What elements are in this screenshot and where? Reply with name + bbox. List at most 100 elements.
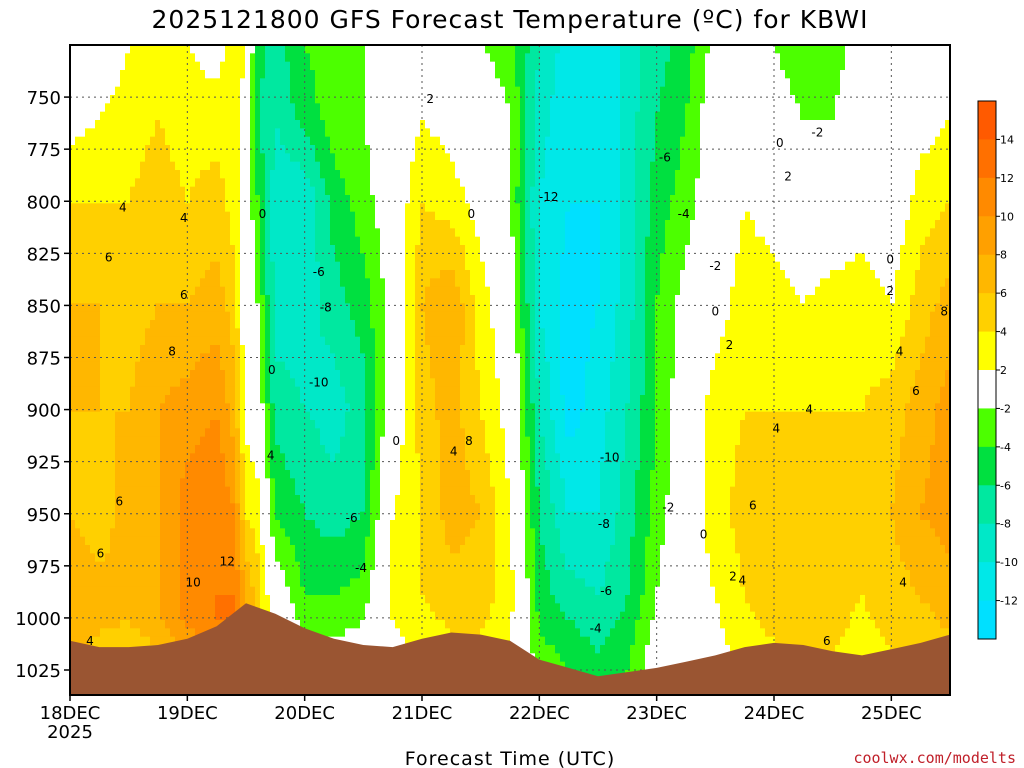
temperature-cell [105, 95, 111, 104]
temperature-cell [325, 428, 331, 438]
temperature-cell [145, 278, 151, 288]
temperature-cell [95, 195, 101, 204]
temperature-cell [175, 503, 181, 513]
temperature-cell [125, 611, 131, 621]
temperature-cell [285, 578, 291, 588]
temperature-cell [75, 95, 81, 104]
temperature-cell [265, 453, 271, 463]
temperature-cell [340, 586, 346, 596]
temperature-cell [100, 45, 106, 54]
temperature-cell [150, 470, 156, 479]
temperature-cell [180, 478, 186, 488]
temperature-cell [160, 561, 166, 571]
temperature-cell [330, 428, 336, 438]
temperature-cell [140, 120, 146, 129]
temperature-cell [360, 103, 366, 113]
temperature-cell [275, 411, 281, 421]
temperature-cell [115, 136, 121, 146]
temperature-cell [345, 261, 351, 271]
temperature-cell [300, 570, 306, 579]
temperature-cell [120, 45, 126, 54]
temperature-cell [185, 128, 191, 138]
temperature-cell [305, 403, 311, 413]
temperature-cell [125, 78, 131, 88]
temperature-cell [245, 545, 251, 554]
temperature-cell [330, 445, 336, 454]
temperature-cell [270, 136, 276, 146]
temperature-cell [215, 311, 221, 321]
temperature-cell [330, 161, 336, 171]
temperature-cell [375, 478, 381, 488]
temperature-cell [240, 411, 246, 421]
temperature-cell [300, 478, 306, 488]
temperature-cell [70, 253, 76, 263]
temperature-cell [90, 145, 96, 154]
temperature-cell [330, 511, 336, 521]
temperature-cell [270, 420, 276, 429]
temperature-cell [75, 378, 81, 388]
temperature-cell [90, 186, 96, 196]
temperature-cell [90, 528, 96, 538]
temperature-cell [270, 328, 276, 338]
temperature-cell [300, 461, 306, 471]
temperature-cell [135, 495, 141, 504]
temperature-cell [370, 595, 376, 604]
temperature-cell [215, 70, 221, 79]
temperature-cell [70, 228, 76, 238]
temperature-cell [335, 120, 341, 129]
temperature-cell [170, 261, 176, 271]
temperature-cell [355, 345, 361, 354]
temperature-cell [365, 511, 371, 521]
temperature-cell [205, 511, 211, 521]
temperature-cell [355, 328, 361, 338]
temperature-cell [240, 353, 246, 363]
temperature-cell [80, 453, 86, 463]
temperature-cell [100, 628, 106, 638]
temperature-cell [110, 61, 116, 71]
temperature-cell [90, 128, 96, 138]
temperature-cell [240, 228, 246, 238]
temperature-cell [275, 261, 281, 271]
temperature-cell [180, 520, 186, 529]
temperature-cell [200, 261, 206, 271]
temperature-cell [110, 228, 116, 238]
temperature-cell [150, 328, 156, 338]
temperature-cell [195, 170, 201, 179]
temperature-cell [235, 520, 241, 529]
temperature-cell [190, 186, 196, 196]
temperature-cell [230, 478, 236, 488]
temperature-cell [280, 453, 286, 463]
temperature-cell [215, 461, 221, 471]
temperature-cell [100, 120, 106, 129]
temperature-cell [200, 270, 206, 279]
temperature-cell [330, 411, 336, 421]
temperature-cell [375, 53, 381, 63]
temperature-cell [265, 145, 271, 154]
temperature-cell [360, 636, 366, 646]
temperature-cell [230, 170, 236, 179]
temperature-cell [340, 603, 346, 613]
temperature-cell [155, 495, 161, 504]
temperature-cell [240, 286, 246, 296]
temperature-cell [305, 128, 311, 138]
temperature-cell [365, 595, 371, 604]
temperature-cell [280, 45, 286, 54]
temperature-cell [300, 486, 306, 496]
temperature-cell [255, 278, 261, 288]
temperature-cell [125, 528, 131, 538]
temperature-cell [325, 161, 331, 171]
temperature-cell [340, 536, 346, 546]
temperature-cell [195, 361, 201, 371]
temperature-cell [215, 95, 221, 104]
temperature-cell [195, 211, 201, 221]
temperature-cell [255, 486, 261, 496]
temperature-cell [190, 145, 196, 154]
temperature-cell [160, 145, 166, 154]
temperature-cell [115, 620, 121, 629]
temperature-cell [320, 328, 326, 338]
temperature-cell [160, 270, 166, 279]
temperature-cell [80, 245, 86, 254]
temperature-cell [295, 186, 301, 196]
temperature-cell [285, 328, 291, 338]
temperature-cell [370, 486, 376, 496]
